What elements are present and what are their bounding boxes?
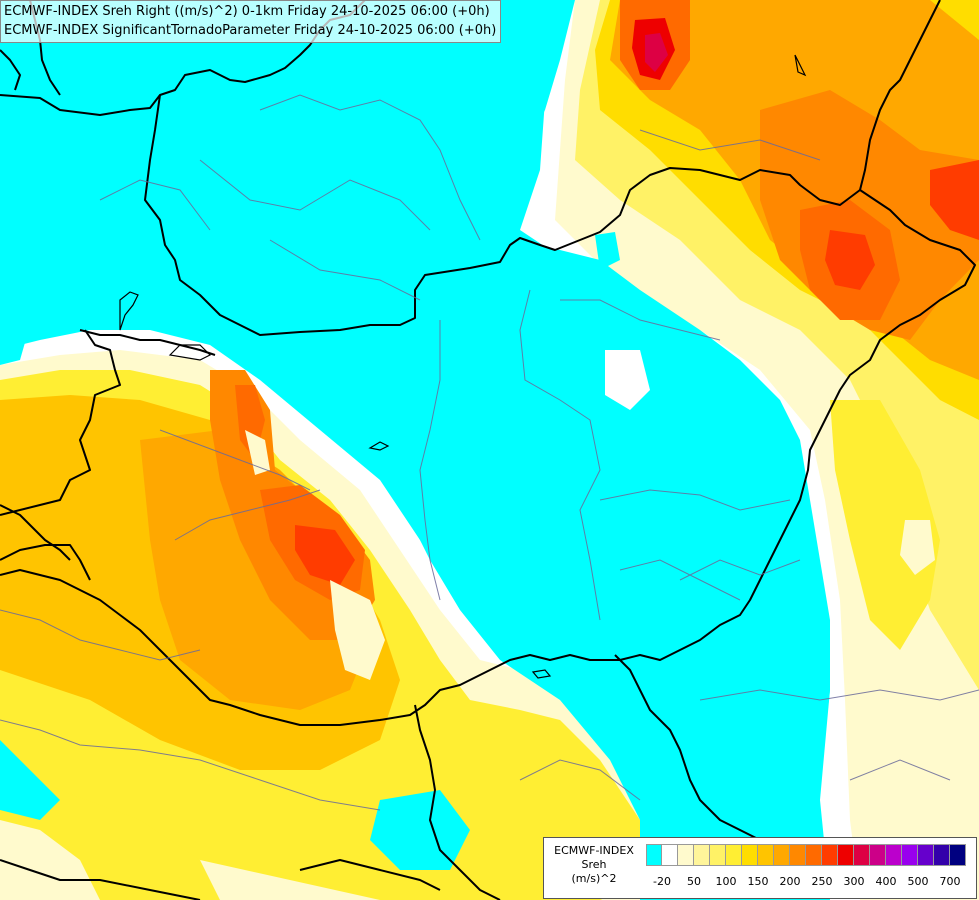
legend-swatch xyxy=(694,844,710,866)
legend-swatch xyxy=(742,844,758,866)
legend-model: ECMWF-INDEX xyxy=(554,844,634,857)
legend-unit: (m/s)^2 xyxy=(571,872,617,885)
legend-swatch xyxy=(870,844,886,866)
legend-swatch xyxy=(758,844,774,866)
legend-swatch xyxy=(774,844,790,866)
legend-swatch xyxy=(678,844,694,866)
legend-swatch xyxy=(902,844,918,866)
legend-swatch xyxy=(918,844,934,866)
legend-param: Sreh xyxy=(581,858,607,871)
legend-swatch xyxy=(646,844,662,866)
legend-swatch xyxy=(950,844,966,866)
legend-tick-label: 400 xyxy=(875,875,897,888)
legend-tick-label: -20 xyxy=(653,875,671,888)
legend-swatch xyxy=(806,844,822,866)
legend-tick-label: 50 xyxy=(687,875,701,888)
legend-swatch xyxy=(886,844,902,866)
legend-tick-label: 250 xyxy=(811,875,833,888)
sreh-field-west xyxy=(0,330,700,900)
sreh-field-northeast xyxy=(520,0,979,900)
legend-title: ECMWF-INDEX Sreh (m/s)^2 xyxy=(544,844,644,886)
legend-swatch xyxy=(934,844,950,866)
map-title-box: ECMWF-INDEX Sreh Right ((m/s)^2) 0-1km F… xyxy=(0,0,502,43)
legend-tick-label: 200 xyxy=(779,875,801,888)
color-legend: ECMWF-INDEX Sreh (m/s)^2 -20 50 100 150 200 2… xyxy=(543,837,977,899)
legend-swatch xyxy=(662,844,678,866)
legend-swatch xyxy=(726,844,742,866)
legend-tick-label: 700 xyxy=(939,875,961,888)
legend-swatch xyxy=(790,844,806,866)
legend-tick-label: 150 xyxy=(747,875,769,888)
lake-outlines xyxy=(119,54,807,679)
title-line-sreh: ECMWF-INDEX Sreh Right ((m/s)^2) 0-1km F… xyxy=(4,4,490,19)
legend-swatch xyxy=(854,844,870,866)
region-boundaries xyxy=(0,94,979,811)
title-line-stp: ECMWF-INDEX SignificantTornadoParameter … xyxy=(4,23,497,38)
low-value-pockets xyxy=(605,350,650,410)
legend-swatches xyxy=(646,844,966,866)
legend-tick-label: 500 xyxy=(907,875,929,888)
legend-swatch xyxy=(822,844,838,866)
legend-tick-label: 300 xyxy=(843,875,865,888)
legend-tick-labels: -20 50 100 150 200 250 300 400 500 700 xyxy=(646,875,976,891)
legend-swatch xyxy=(838,844,854,866)
legend-swatch xyxy=(710,844,726,866)
legend-tick-label: 100 xyxy=(715,875,737,888)
